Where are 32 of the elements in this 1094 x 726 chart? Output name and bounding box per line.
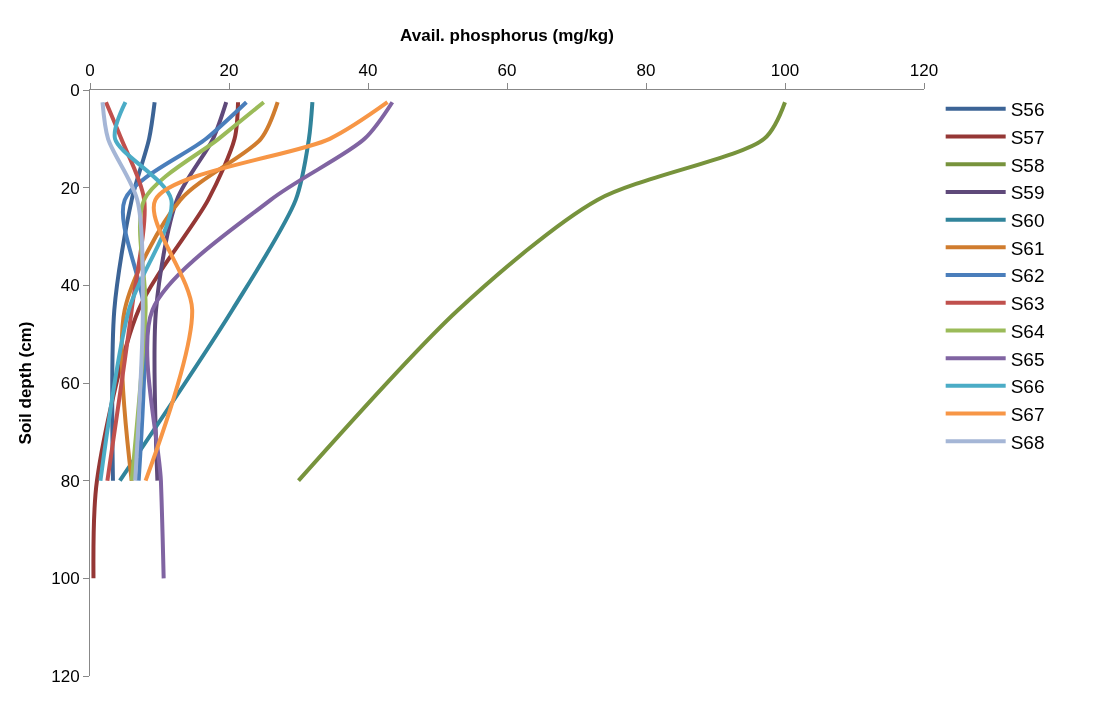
line-series — [143, 100, 390, 483]
legend-label: S61 — [1010, 237, 1045, 259]
legend-label: S67 — [1010, 403, 1045, 425]
y-tick-label: 20 — [60, 178, 80, 198]
legend-label: S62 — [1010, 265, 1045, 287]
legend-label: S57 — [1010, 126, 1045, 148]
legend-label: S68 — [1010, 431, 1045, 453]
y-axis-title: Soil depth (cm) — [15, 321, 35, 445]
legend-label: S63 — [1010, 293, 1045, 315]
y-tick-label: 40 — [60, 276, 80, 296]
legend-label: S66 — [1010, 376, 1045, 398]
x-tick-label: 0 — [85, 61, 95, 81]
x-tick-label: 100 — [770, 61, 800, 81]
y-tick-label: 120 — [51, 666, 80, 686]
x-tick-label: 40 — [358, 61, 378, 81]
x-tick-label: 60 — [497, 61, 517, 81]
x-tick-label: 20 — [219, 61, 239, 81]
y-tick-label: 0 — [70, 80, 80, 100]
legend-label: S64 — [1010, 320, 1045, 342]
x-tick-label: 80 — [636, 61, 656, 81]
legend-label: S58 — [1010, 154, 1045, 176]
legend-label: S60 — [1010, 210, 1045, 232]
y-tick-label: 80 — [60, 471, 80, 491]
legend-label: S56 — [1010, 99, 1045, 121]
x-tick-label: 120 — [909, 61, 939, 81]
y-tick-label: 60 — [60, 373, 80, 393]
x-axis-title: Avail. phosphorus (mg/kg) — [400, 25, 614, 45]
line-series — [296, 100, 787, 483]
legend-label: S65 — [1010, 348, 1045, 370]
y-tick-label: 100 — [51, 569, 80, 589]
legend-label: S59 — [1010, 182, 1045, 204]
line-series — [98, 100, 174, 483]
